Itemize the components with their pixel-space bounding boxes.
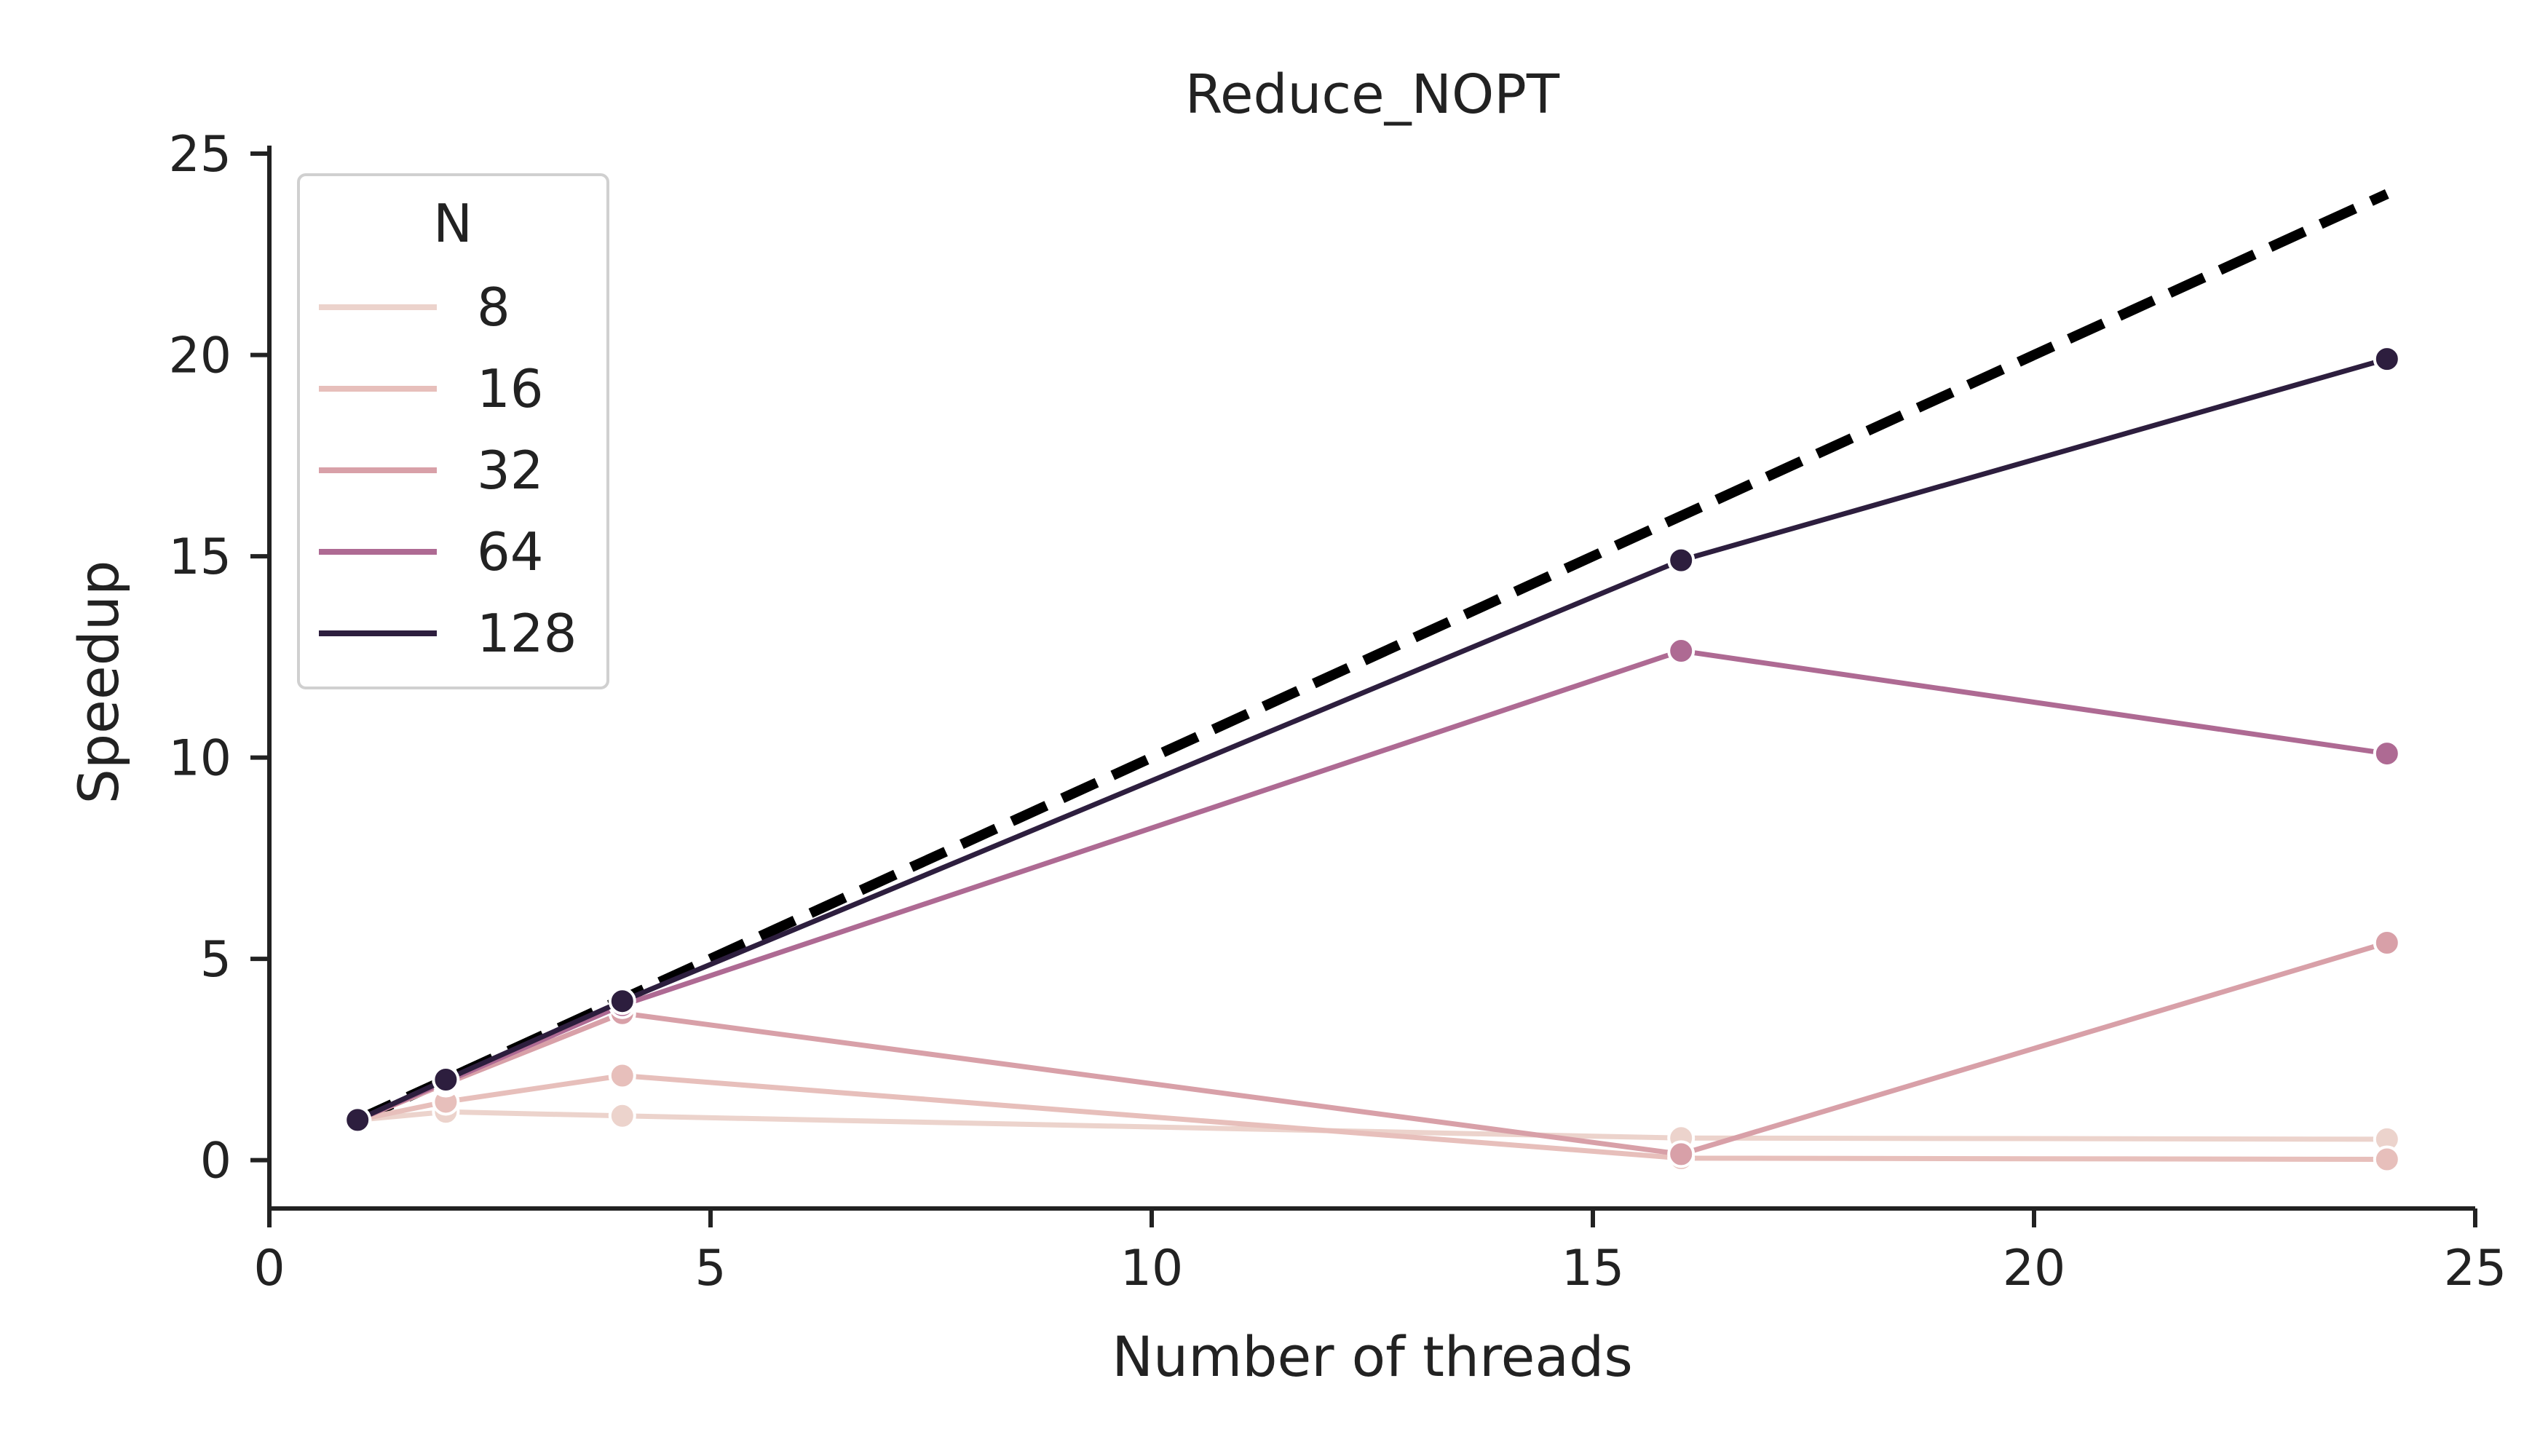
series-line — [356, 648, 2388, 1123]
y-tick-label: 15 — [168, 529, 232, 586]
legend-item: 32 — [319, 440, 544, 501]
y-axis-ticks: 0 5 10 15 20 25 — [168, 126, 269, 1190]
y-tick-label: 5 — [200, 931, 232, 989]
y-tick-label: 20 — [168, 328, 232, 385]
x-tick-label: 5 — [695, 1240, 726, 1297]
data-point — [608, 1061, 636, 1090]
axes — [267, 146, 2475, 1211]
chart-title: Reduce_NOPT — [1185, 63, 1560, 126]
legend-label: 128 — [477, 603, 577, 664]
y-tick-label: 25 — [168, 126, 232, 183]
series-64 — [344, 637, 2401, 1134]
x-tick-label: 15 — [1562, 1240, 1625, 1297]
data-point — [608, 1101, 636, 1130]
legend-item: 64 — [319, 521, 544, 582]
legend: N 8 16 32 64 128 — [297, 173, 609, 689]
data-point — [2373, 929, 2401, 957]
legend-box — [297, 173, 609, 689]
legend-label: 32 — [477, 440, 544, 501]
y-tick-label: 0 — [200, 1133, 232, 1190]
x-tick-label: 10 — [1120, 1240, 1184, 1297]
series-128 — [344, 345, 2401, 1134]
legend-item: 8 — [319, 277, 510, 338]
legend-label: 16 — [477, 358, 544, 419]
y-axis-label: Speedup — [66, 561, 131, 804]
x-tick-label: 25 — [2444, 1240, 2507, 1297]
x-axis-ticks: 0 5 10 15 20 25 — [253, 1208, 2507, 1297]
ideal-speedup-dashed-line — [355, 189, 2389, 1125]
data-point — [1667, 546, 1696, 574]
x-tick-label: 20 — [2003, 1240, 2066, 1297]
legend-title: N — [433, 193, 472, 254]
data-point — [1667, 1140, 1696, 1168]
x-axis-label: Number of threads — [1112, 1324, 1633, 1389]
legend-label: 64 — [477, 521, 544, 582]
data-point — [2373, 1145, 2401, 1174]
y-tick-label: 10 — [168, 730, 232, 788]
data-point — [608, 987, 636, 1016]
x-tick-label: 0 — [253, 1240, 285, 1297]
data-point — [1667, 637, 1696, 665]
legend-items: 8 16 32 64 128 — [319, 277, 577, 664]
series-8 — [344, 1098, 2401, 1153]
data-point — [344, 1106, 372, 1134]
legend-item: 128 — [319, 603, 577, 664]
data-point — [2373, 345, 2401, 373]
series-line — [356, 356, 2388, 1123]
data-point — [2373, 740, 2401, 768]
legend-label: 8 — [477, 277, 510, 338]
legend-item: 16 — [319, 358, 544, 419]
ideal-speedup-line — [355, 189, 2389, 1125]
series-group — [344, 345, 2401, 1174]
series-line — [356, 940, 2388, 1157]
data-point — [432, 1066, 460, 1094]
